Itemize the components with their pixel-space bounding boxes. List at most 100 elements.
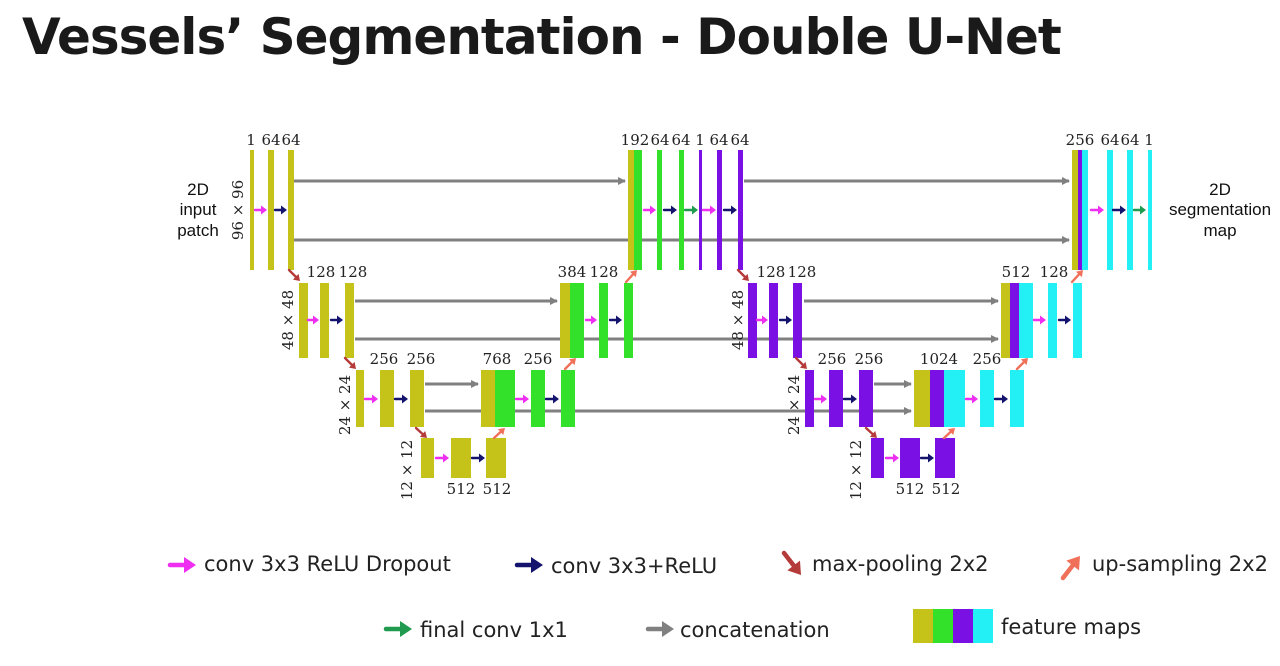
feature-map-block-cyan (1082, 150, 1088, 270)
channel-label: 128 (307, 263, 336, 281)
channel-label: 128 (788, 263, 817, 281)
svg-text:2D: 2D (187, 180, 209, 199)
channel-labels: 1 64 64 192 64 64 1 64 64 256 64 64 1 12… (246, 131, 1154, 498)
feature-map-swatch-yellow (913, 609, 933, 643)
operation-arrows (253, 205, 1146, 463)
channel-label: 512 (483, 480, 512, 498)
channel-label: 64 (730, 131, 749, 149)
conv-dropout-arrow (434, 453, 449, 463)
max-pooling-arrow (287, 268, 300, 281)
feature-map-swatch-purple (953, 609, 973, 643)
conv-dropout-arrow (167, 557, 196, 573)
conv-dropout-arrow (964, 394, 978, 404)
up-sampling-arrow (1015, 358, 1028, 371)
output-label: 2D segmentation map (1169, 180, 1271, 240)
svg-text:map: map (1203, 221, 1236, 240)
feature-map-block-yellow (914, 370, 930, 427)
channel-label: 256 (370, 350, 399, 368)
conv-relu-arrow (544, 394, 559, 404)
legend-final-conv: final conv 1x1 (420, 618, 568, 642)
feature-map-block-cyan (980, 370, 994, 427)
channel-label: 256 (818, 350, 847, 368)
legend-conv-dropout: conv 3x3 ReLU Dropout (204, 552, 451, 576)
conv-dropout-arrow (363, 394, 378, 404)
feature-map-block-purple (717, 150, 722, 270)
feature-map-block-purple (935, 438, 955, 478)
feature-map-block-purple (805, 370, 814, 427)
feature-map-block-purple (738, 150, 743, 270)
feature-map-block-cyan (1148, 150, 1152, 270)
feature-map-block-yellow (421, 438, 434, 478)
max-pooling-arrow (864, 426, 877, 438)
channel-label: 64 (261, 131, 280, 149)
channel-label: 512 (896, 480, 925, 498)
channel-label: 192 (621, 131, 650, 149)
feature-map-block-yellow (1072, 150, 1078, 270)
feature-map-block-purple (769, 283, 778, 358)
feature-map-block-yellow (481, 370, 495, 427)
feature-map-block-purple (1078, 150, 1082, 270)
feature-map-swatch-green (933, 609, 953, 643)
feature-map-block-purple (793, 283, 802, 358)
feature-map-block-yellow (1001, 283, 1010, 358)
feature-map-block-cyan (944, 370, 965, 427)
channel-label: 1024 (920, 350, 958, 368)
feature-map-block-green (531, 370, 545, 427)
channel-label: 64 (1100, 131, 1119, 149)
legend-concatenation: concatenation (680, 618, 830, 642)
channel-label: 64 (709, 131, 728, 149)
feature-map-block-yellow (486, 438, 506, 478)
legend-conv-relu: conv 3x3+ReLU (551, 554, 717, 578)
channel-label: 512 (1002, 263, 1031, 281)
input-label: 2D input patch (177, 180, 219, 240)
conv-relu-arrow (722, 205, 737, 215)
max-pooling-arrow (794, 356, 807, 369)
svg-text:patch: patch (177, 221, 219, 240)
svg-text:input: input (180, 200, 217, 219)
conv-dropout-arrow (884, 453, 899, 463)
conv-dropout-arrow (584, 315, 597, 325)
conv-dropout-arrow (306, 315, 319, 325)
conv-relu-arrow (329, 315, 343, 325)
channel-label: 768 (483, 350, 512, 368)
channel-label: 128 (590, 263, 619, 281)
feature-map-block-green (624, 283, 633, 358)
resolution-label-12-b: 12 × 12 (847, 440, 865, 500)
conv-relu-arrow (993, 394, 1008, 404)
legend: conv 3x3 ReLU Dropout conv 3x3+ReLU max-… (167, 550, 1268, 643)
slide-title: Vessels’ Segmentation - Double U-Net (22, 8, 1062, 66)
feature-map-block-yellow (320, 283, 329, 358)
feature-map-block-cyan (1010, 370, 1024, 427)
channel-label: 1 (695, 131, 705, 149)
conv-relu-arrow (778, 315, 792, 325)
conv-relu-arrow (919, 453, 934, 463)
feature-map-block-purple (930, 370, 944, 427)
feature-map-block-cyan (1019, 283, 1033, 358)
feature-map-block-cyan (1048, 283, 1057, 358)
conv-dropout-arrow (253, 205, 267, 215)
conv-relu-arrow (1111, 205, 1126, 215)
feature-map-block-purple (900, 438, 920, 478)
svg-text:2D: 2D (1209, 180, 1231, 199)
up-sampling-arrow (624, 270, 637, 284)
up-sampling-arrow (942, 428, 955, 440)
channel-label: 64 (281, 131, 300, 149)
final-conv-arrow (1132, 205, 1146, 215)
up-sampling-arrow (1070, 270, 1083, 284)
channel-label: 256 (973, 350, 1002, 368)
feature-map-block-yellow (345, 283, 354, 358)
max-pooling-arrow (736, 268, 749, 281)
final-conv-arrow (683, 205, 698, 215)
channel-label: 256 (1066, 131, 1095, 149)
svg-text:segmentation: segmentation (1169, 200, 1271, 219)
feature-map-block-purple (748, 283, 757, 358)
conv-relu-arrow (514, 557, 543, 573)
legend-max-pooling: max-pooling 2x2 (812, 552, 989, 576)
feature-map-block-green (599, 283, 608, 358)
feature-map-block-green (679, 150, 684, 270)
channel-label: 512 (932, 480, 961, 498)
feature-map-blocks (250, 150, 1152, 478)
resolution-label-48-a: 48 × 48 (279, 290, 297, 350)
concatenation-arrow (645, 621, 674, 637)
resolution-label-24-a: 24 × 24 (336, 375, 354, 435)
